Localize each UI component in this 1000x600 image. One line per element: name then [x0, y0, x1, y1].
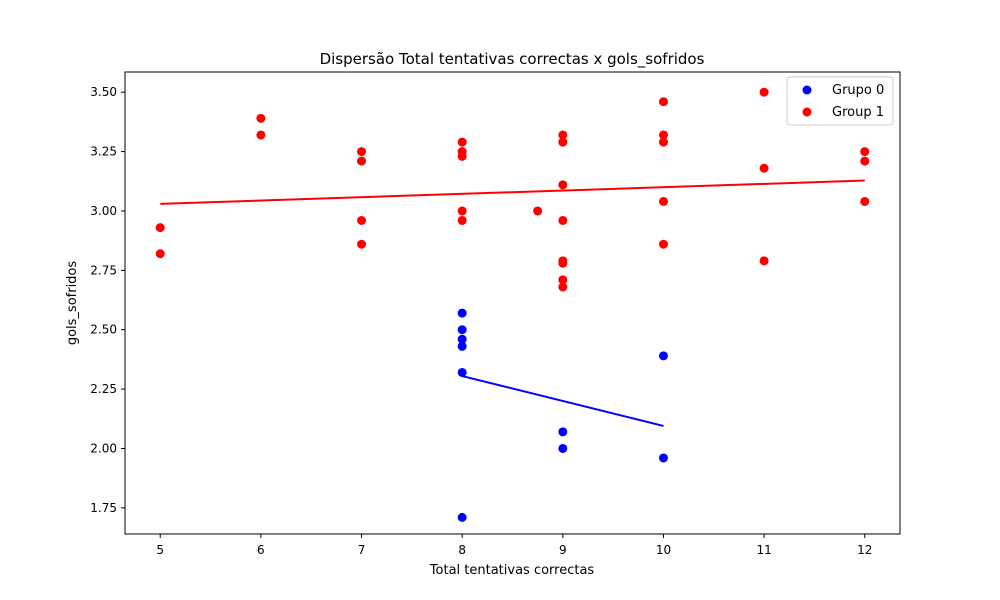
legend: Grupo 0 Group 1: [786, 76, 894, 126]
x-tick-label: 8: [458, 543, 466, 557]
legend-marker: [802, 107, 812, 117]
data-point: [558, 130, 568, 140]
data-point: [457, 308, 467, 318]
legend-label: Grupo 0: [832, 83, 884, 98]
data-point: [558, 137, 568, 147]
data-point: [558, 258, 568, 268]
data-point: [256, 113, 266, 123]
data-point: [658, 453, 668, 463]
x-tick-label: 12: [857, 543, 872, 557]
data-point: [155, 223, 165, 233]
data-point: [256, 130, 266, 140]
data-point: [155, 249, 165, 259]
y-tick-label: 2.00: [90, 441, 117, 455]
data-point: [457, 206, 467, 216]
data-point: [558, 443, 568, 453]
x-tick-label: 7: [358, 543, 366, 557]
plot-frame: [124, 71, 901, 535]
data-point: [558, 215, 568, 225]
data-point: [357, 147, 367, 157]
plot-area: [155, 87, 870, 522]
axes: 5 6 7 8 9 10 11 12 1.75 2.00 2.25 2.50 2.75 3.00 3.25 3…: [90, 85, 872, 557]
x-axis-label: Total tentativas correctas: [429, 563, 595, 578]
data-point: [457, 325, 467, 335]
data-point: [558, 275, 568, 285]
data-point: [357, 156, 367, 166]
y-tick-label: 1.75: [90, 501, 117, 515]
data-point: [457, 512, 467, 522]
y-tick-label: 3.50: [90, 85, 117, 99]
legend-label: Group 1: [832, 105, 884, 120]
data-point: [457, 341, 467, 351]
data-point: [457, 137, 467, 147]
data-point: [457, 334, 467, 344]
x-tick-label: 9: [559, 543, 567, 557]
data-point: [658, 351, 668, 361]
data-point: [558, 427, 568, 437]
y-tick-label: 2.25: [90, 382, 117, 396]
data-point: [658, 196, 668, 206]
legend-marker: [802, 85, 812, 95]
data-point: [860, 196, 870, 206]
x-tick-label: 10: [656, 543, 671, 557]
x-tick-label: 11: [756, 543, 771, 557]
data-point: [759, 163, 769, 173]
data-point: [558, 282, 568, 292]
legend-box: [786, 76, 894, 126]
data-point: [457, 367, 467, 377]
y-tick-label: 2.50: [90, 323, 117, 337]
data-point: [860, 156, 870, 166]
data-point: [457, 215, 467, 225]
trend-line: [461, 375, 664, 427]
trend-line: [160, 179, 865, 205]
x-tick-label: 5: [156, 543, 164, 557]
data-point: [457, 151, 467, 161]
y-tick-label: 3.00: [90, 204, 117, 218]
data-point: [357, 239, 367, 249]
y-tick-label: 2.75: [90, 263, 117, 277]
y-tick-label: 3.25: [90, 145, 117, 159]
data-point: [860, 147, 870, 157]
data-point: [658, 137, 668, 147]
data-point: [658, 239, 668, 249]
data-point: [558, 180, 568, 190]
data-point: [357, 215, 367, 225]
data-point: [533, 206, 543, 216]
data-point: [658, 130, 668, 140]
chart-title: Dispersão Total tentativas correctas x g…: [320, 50, 705, 69]
y-axis-label: gols_sofridos: [65, 261, 80, 346]
data-point: [759, 256, 769, 266]
data-point: [759, 87, 769, 97]
x-tick-label: 6: [257, 543, 265, 557]
data-point: [658, 97, 668, 107]
